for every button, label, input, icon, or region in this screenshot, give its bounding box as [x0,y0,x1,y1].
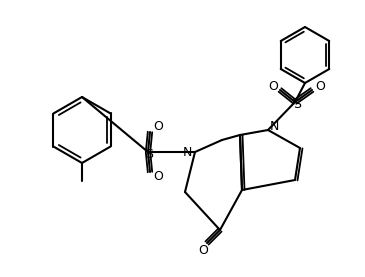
Text: O: O [198,245,208,258]
Text: O: O [315,79,325,93]
Text: O: O [153,120,163,134]
Text: O: O [268,79,278,93]
Text: N: N [182,145,192,158]
Text: O: O [153,171,163,183]
Text: S: S [293,98,301,111]
Text: N: N [269,119,279,132]
Text: S: S [145,147,153,160]
